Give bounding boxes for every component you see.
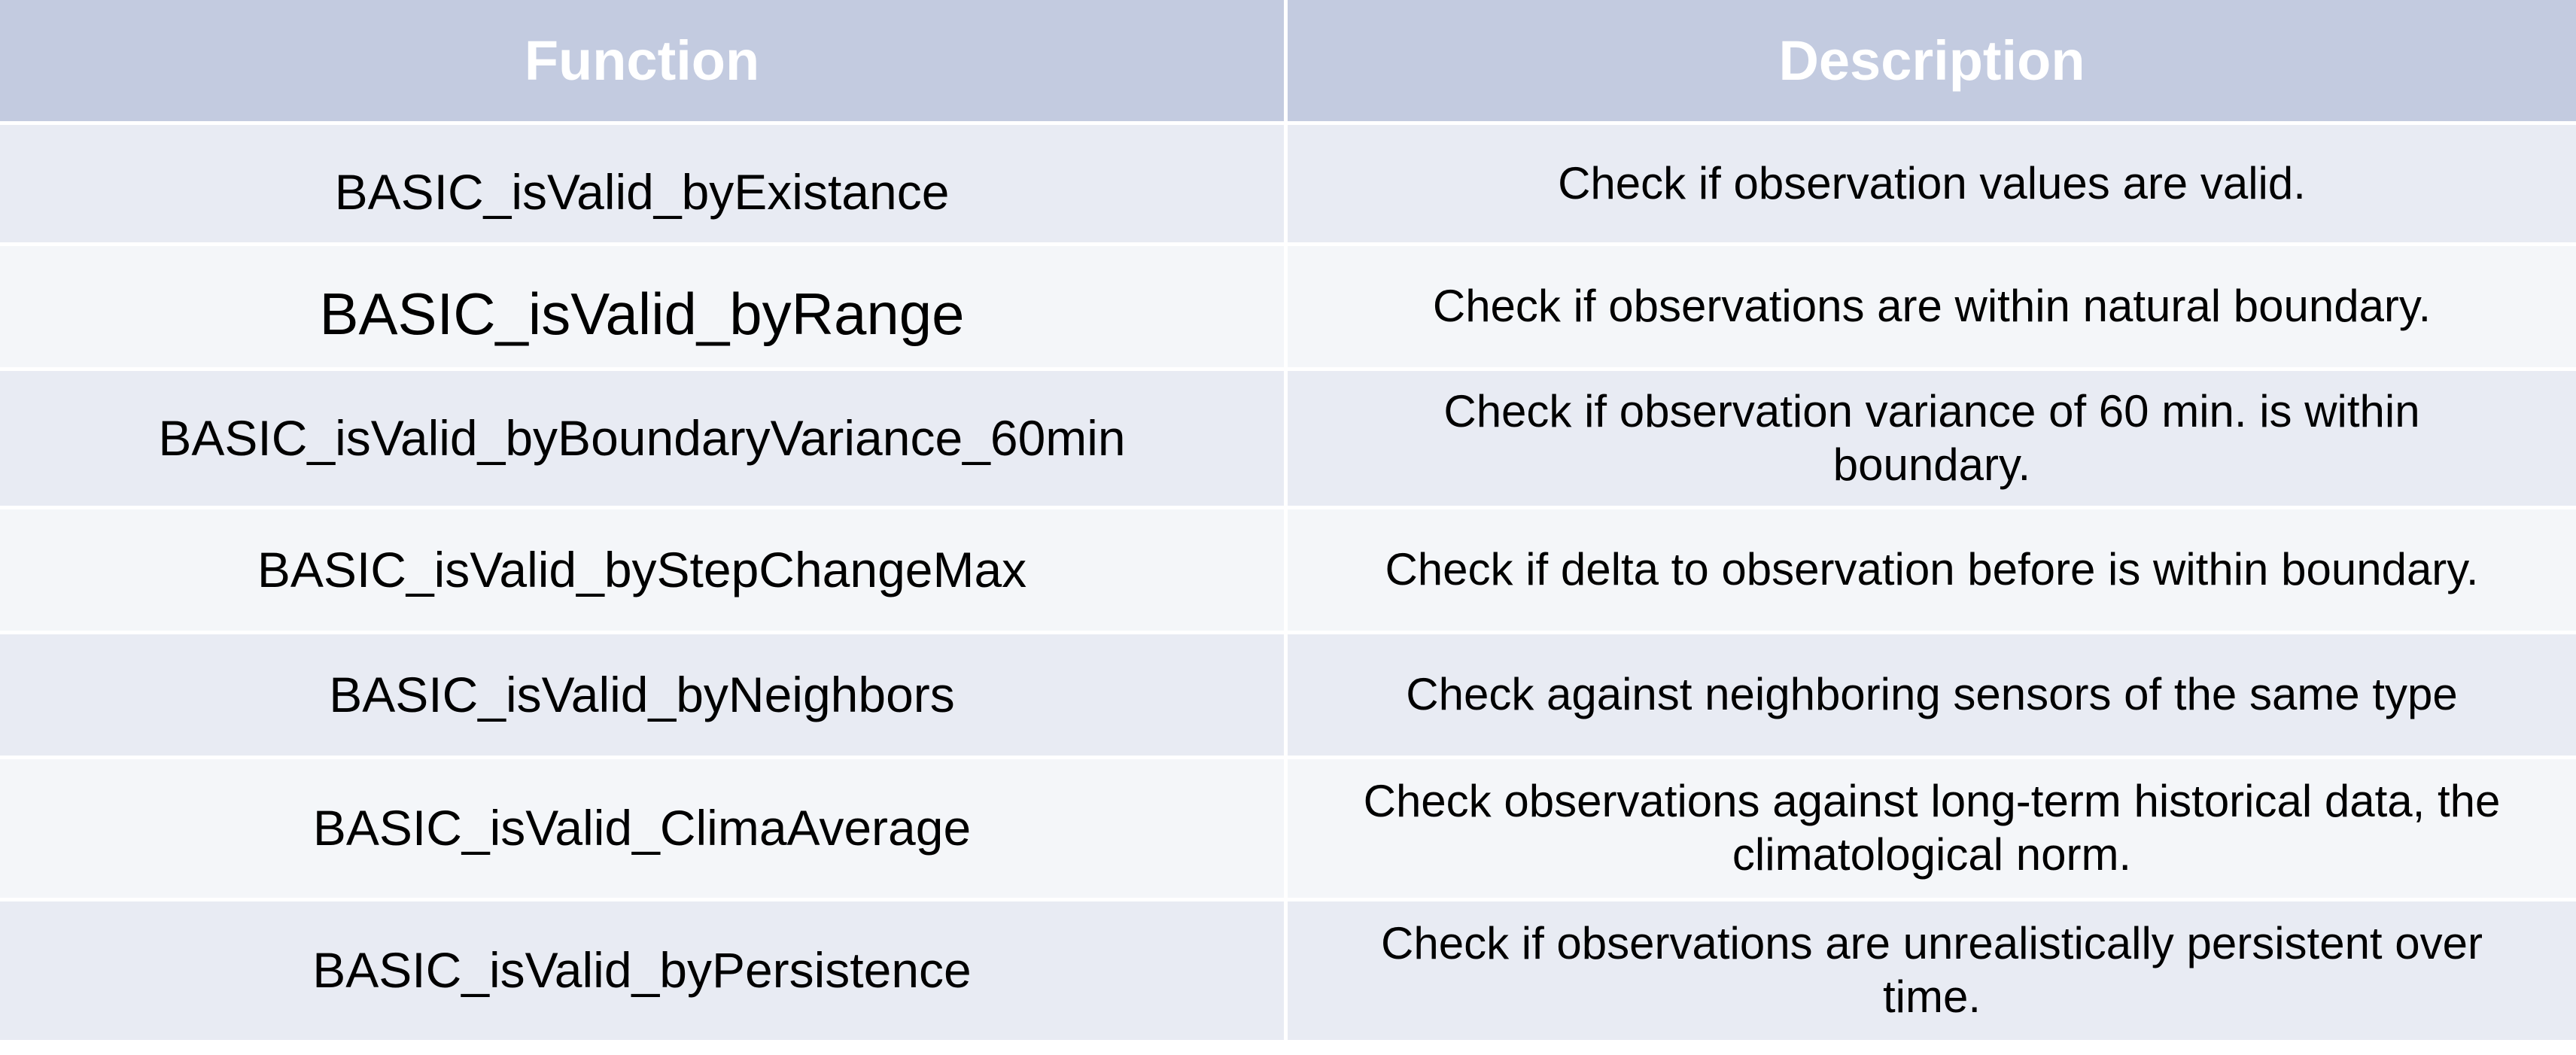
function-name: BASIC_isValid_byBoundaryVariance_60min [158,409,1126,466]
function-description: Check if observations are unrealisticall… [1381,918,2483,1022]
header-function-label: Function [524,29,760,92]
function-name: BASIC_isValid_byPersistence [312,942,972,999]
function-name: BASIC_isValid_byStepChangeMax [257,541,1027,597]
table-row-function: BASIC_isValid_byRange [0,246,1288,371]
function-name: BASIC_isValid_ClimaAverage [312,800,972,856]
table-row-description: Check observations against long-term his… [1288,759,2576,901]
function-description: Check if observations are within natural… [1432,281,2432,332]
function-description: Check if observation variance of 60 min.… [1443,385,2420,490]
function-name: BASIC_isValid_byExistance [334,164,950,220]
header-description-label: Description [1778,29,2085,92]
function-description: Check if observation values are valid. [1558,157,2306,208]
table-row-function: BASIC_isValid_byExistance [0,125,1288,246]
table-row-description: Check if observation values are valid. [1288,125,2576,246]
table-row-description: Check if observation variance of 60 min.… [1288,371,2576,509]
function-description: Check observations against long-term his… [1363,776,2501,880]
table-row-function: BASIC_isValid_byNeighbors [0,634,1288,759]
table-row-description: Check if observations are unrealisticall… [1288,901,2576,1040]
table-row-function: BASIC_isValid_byBoundaryVariance_60min [0,371,1288,509]
table-row-function: BASIC_isValid_ClimaAverage [0,759,1288,901]
header-function: Function [0,0,1288,125]
function-description: Check against neighboring sensors of the… [1406,669,2458,720]
table-row-function: BASIC_isValid_byStepChangeMax [0,509,1288,634]
function-description: Check if delta to observation before is … [1385,544,2479,595]
table-row-description: Check against neighboring sensors of the… [1288,634,2576,759]
header-description: Description [1288,0,2576,125]
function-name: BASIC_isValid_byRange [319,281,965,348]
function-name: BASIC_isValid_byNeighbors [329,666,955,722]
table-row-description: Check if delta to observation before is … [1288,509,2576,634]
table-row-function: BASIC_isValid_byPersistence [0,901,1288,1040]
table-row-description: Check if observations are within natural… [1288,246,2576,371]
